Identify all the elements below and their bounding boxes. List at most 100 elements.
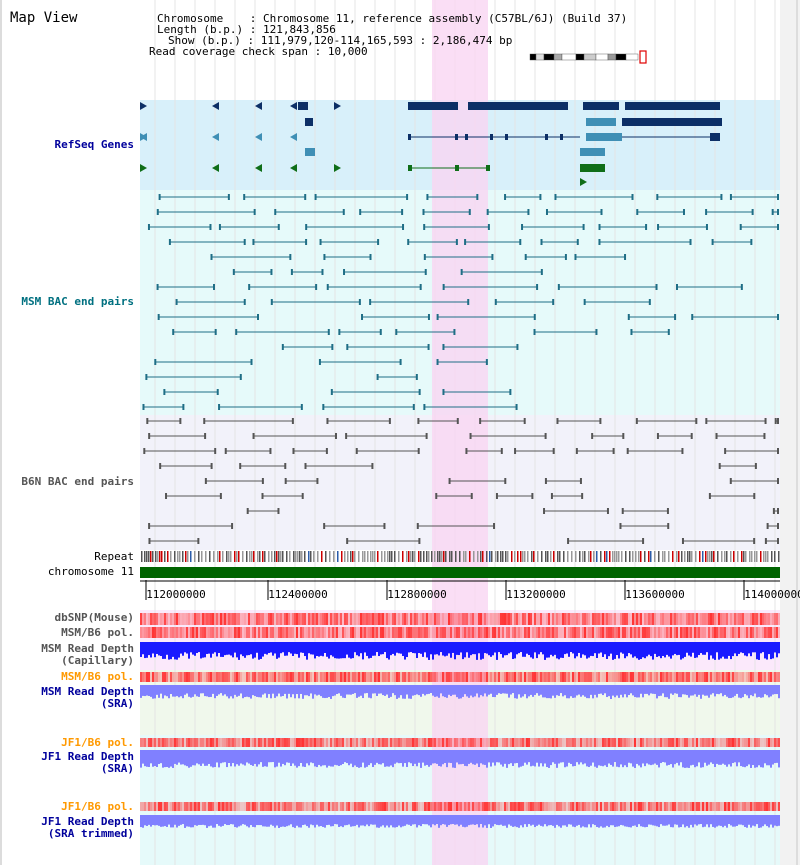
- msm-depth-sra-bar: [442, 685, 444, 697]
- dbsnp-heat: [316, 613, 318, 625]
- msm-b6-pol-heat: [620, 627, 622, 638]
- jf1-b6-pol-trim-heat: [190, 802, 192, 811]
- msm-depth-sra-bar: [164, 685, 166, 696]
- jf1-b6-pol-heat: [282, 738, 284, 747]
- jf1-b6-pol-trim-heat: [428, 802, 430, 811]
- msm-b6-pol-sra-heat: [754, 672, 756, 682]
- dbsnp-heat: [648, 613, 650, 625]
- jf1-depth-bar: [416, 750, 418, 767]
- msm-depth-sra-bar: [376, 685, 378, 697]
- dbsnp-heat: [340, 613, 342, 625]
- jf1-depth-trimmed-bar: [340, 815, 342, 827]
- dbsnp-heat: [580, 613, 582, 625]
- jf1-b6-pol-heat: [560, 738, 562, 747]
- dbsnp-heat: [742, 613, 744, 625]
- msm-depth-sra-bar: [298, 685, 300, 699]
- msm-depth-capillary-bar: [660, 642, 662, 659]
- msm-b6-pol-heat: [466, 627, 468, 638]
- msm-b6-pol-sra-heat: [486, 672, 488, 682]
- track-label-msm-bac[interactable]: MSM BAC end pairs: [21, 295, 134, 308]
- msm-b6-pol-sra-heat: [380, 672, 382, 682]
- msm-depth-sra-bar: [480, 685, 482, 696]
- track-label-jf1-b6-pol[interactable]: JF1/B6 pol.: [61, 736, 134, 749]
- msm-depth-capillary-bar: [268, 642, 270, 654]
- track-label-repeat[interactable]: Repeat: [94, 550, 134, 563]
- track-label-b6n-bac[interactable]: B6N BAC end pairs: [21, 475, 134, 488]
- msm-b6-pol-heat: [666, 627, 668, 638]
- jf1-b6-pol-heat: [168, 738, 170, 747]
- msm-b6-pol-sra-heat: [458, 672, 460, 682]
- msm-depth-sra-bar: [712, 685, 714, 694]
- track-label-msm-b6-pol-sra[interactable]: MSM/B6 pol.: [61, 670, 134, 683]
- jf1-depth-bar: [624, 750, 626, 766]
- msm-b6-pol-heat: [198, 627, 200, 638]
- msm-b6-pol-heat: [536, 627, 538, 638]
- jf1-depth-bar: [644, 750, 646, 767]
- jf1-b6-pol-heat: [436, 738, 438, 747]
- msm-b6-pol-sra-heat: [440, 672, 442, 682]
- track-label-dbsnp[interactable]: dbSNP(Mouse): [54, 611, 134, 624]
- track-label-msm-depth-sra[interactable]: MSM Read Depth (SRA): [41, 686, 134, 710]
- jf1-b6-pol-heat: [486, 738, 488, 747]
- jf1-depth-trimmed-bar: [448, 815, 450, 826]
- dbsnp-heat: [242, 613, 244, 625]
- jf1-b6-pol-trim-heat: [340, 802, 342, 811]
- msm-b6-pol-sra-heat: [528, 672, 530, 682]
- msm-depth-capillary-bar: [580, 642, 582, 658]
- msm-b6-pol-heat: [506, 627, 508, 638]
- msm-depth-sra-bar: [726, 685, 728, 697]
- msm-b6-pol-sra-heat: [766, 672, 768, 682]
- jf1-depth-trimmed-bar: [486, 815, 488, 828]
- jf1-depth-bar: [396, 750, 398, 763]
- jf1-depth-trimmed-bar: [554, 815, 556, 828]
- msm-depth-sra-bar: [498, 685, 500, 694]
- jf1-depth-bar: [740, 750, 742, 767]
- msm-b6-pol-heat: [498, 627, 500, 638]
- jf1-depth-trimmed-bar: [654, 815, 656, 826]
- msm-depth-sra-bar: [594, 685, 596, 695]
- jf1-depth-trimmed-bar: [268, 815, 270, 827]
- track-label-msm-depth-capillary[interactable]: MSM Read Depth (Capillary): [41, 643, 134, 667]
- msm-b6-pol-heat: [558, 627, 560, 638]
- msm-depth-sra-bar: [342, 685, 344, 698]
- track-label-jf1-b6-pol-trim[interactable]: JF1/B6 pol.: [61, 800, 134, 813]
- msm-depth-capillary-bar: [176, 642, 178, 660]
- msm-depth-sra-bar: [276, 685, 278, 697]
- jf1-b6-pol-heat: [528, 738, 530, 747]
- jf1-b6-pol-trim-heat: [446, 802, 448, 811]
- dbsnp-heat: [392, 613, 394, 625]
- msm-b6-pol-heat: [196, 627, 198, 638]
- msm-b6-pol-sra-heat: [496, 672, 498, 682]
- dbsnp-heat: [538, 613, 540, 625]
- jf1-b6-pol-trim-heat: [342, 802, 344, 811]
- gene-exon: [622, 118, 722, 126]
- msm-depth-cap-line1: MSM Read Depth: [41, 642, 134, 655]
- jf1-b6-pol-trim-heat: [738, 802, 740, 811]
- jf1-depth-trimmed-bar: [474, 815, 476, 825]
- repeat-mark: [681, 551, 683, 562]
- jf1-depth-bar: [492, 750, 494, 763]
- jf1-b6-pol-heat: [240, 738, 242, 747]
- jf1-depth-trimmed-bar: [212, 815, 214, 828]
- track-label-msm-b6-pol[interactable]: MSM/B6 pol.: [61, 626, 134, 639]
- repeat-mark: [341, 551, 343, 562]
- track-label-jf1-depth[interactable]: JF1 Read Depth (SRA): [41, 751, 134, 775]
- repeat-mark: [389, 551, 391, 562]
- msm-depth-capillary-bar: [288, 642, 290, 653]
- jf1-b6-pol-heat: [542, 738, 544, 747]
- dbsnp-heat: [346, 613, 348, 625]
- msm-b6-pol-sra-heat: [298, 672, 300, 682]
- jf1-b6-pol-trim-heat: [704, 802, 706, 811]
- jf1-b6-pol-heat: [180, 738, 182, 747]
- track-label-refseq[interactable]: RefSeq Genes: [54, 138, 134, 151]
- repeat-mark: [276, 551, 278, 562]
- track-label-jf1-depth-trimmed[interactable]: JF1 Read Depth (SRA trimmed): [41, 816, 134, 840]
- jf1-depth-trimmed-bar: [726, 815, 728, 828]
- msm-depth-capillary-bar: [620, 642, 622, 653]
- jf1-depth-bar: [498, 750, 500, 763]
- track-label-chromosome[interactable]: chromosome 11: [47, 565, 134, 578]
- jf1-depth-bar: [326, 750, 328, 768]
- jf1-b6-pol-trim-heat: [658, 802, 660, 811]
- msm-b6-pol-heat: [554, 627, 556, 638]
